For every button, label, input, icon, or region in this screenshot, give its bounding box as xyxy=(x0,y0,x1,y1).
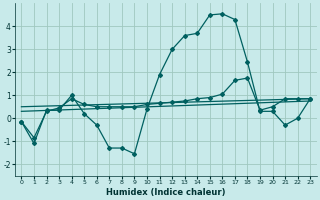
X-axis label: Humidex (Indice chaleur): Humidex (Indice chaleur) xyxy=(106,188,226,197)
